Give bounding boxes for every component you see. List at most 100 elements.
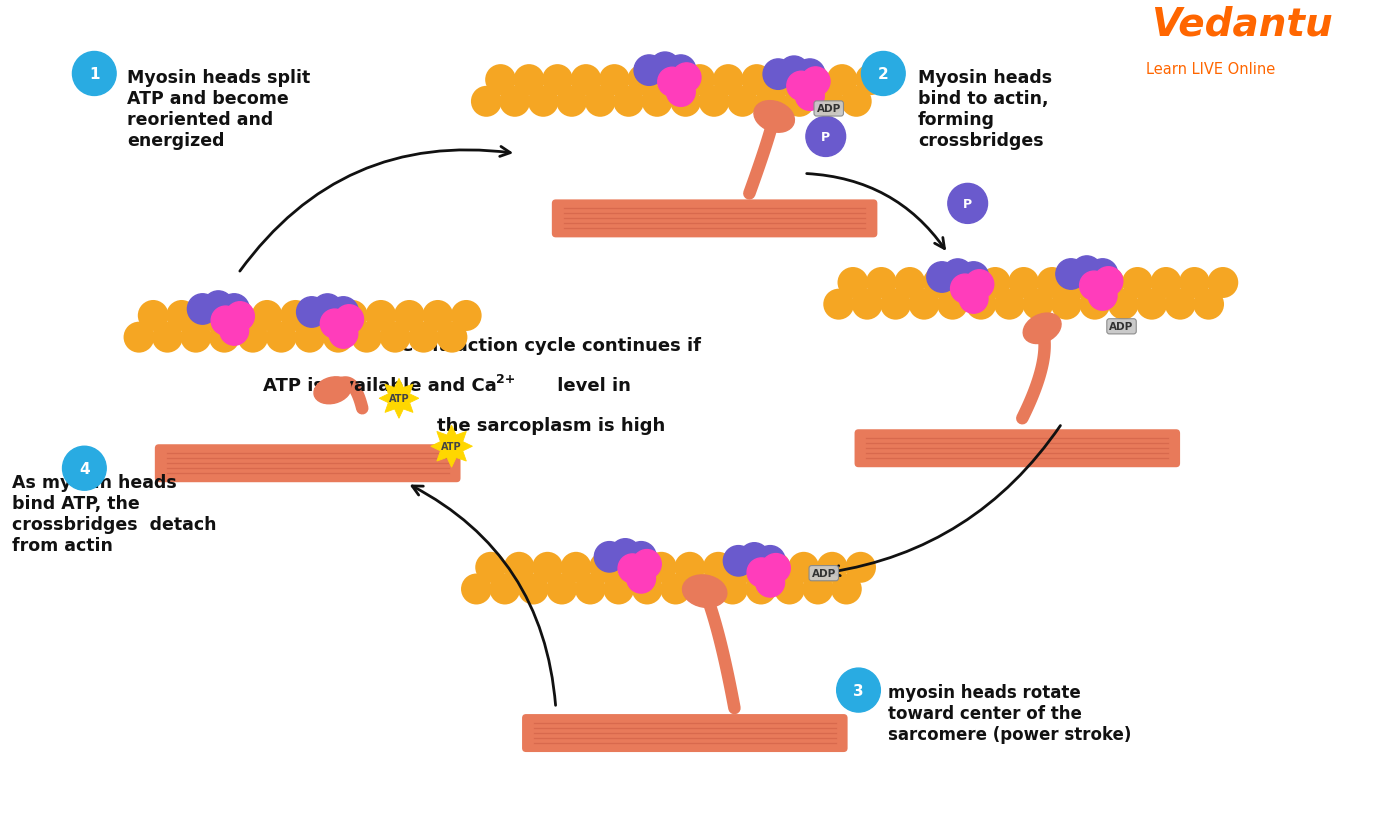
Circle shape xyxy=(755,568,784,597)
Circle shape xyxy=(72,52,116,96)
Circle shape xyxy=(489,574,521,604)
Circle shape xyxy=(203,291,233,322)
Circle shape xyxy=(798,65,829,96)
Circle shape xyxy=(394,301,425,331)
FancyBboxPatch shape xyxy=(522,715,848,752)
Circle shape xyxy=(775,574,805,604)
Circle shape xyxy=(547,574,577,604)
Circle shape xyxy=(211,306,240,335)
Circle shape xyxy=(801,68,830,97)
Circle shape xyxy=(779,57,809,87)
Circle shape xyxy=(570,65,601,96)
Circle shape xyxy=(755,87,786,118)
Text: ATP is available and Ca: ATP is available and Ca xyxy=(262,377,496,395)
Circle shape xyxy=(138,301,168,331)
Circle shape xyxy=(1051,289,1081,320)
Circle shape xyxy=(852,289,882,320)
Circle shape xyxy=(670,87,702,118)
Circle shape xyxy=(795,82,824,111)
FancyArrowPatch shape xyxy=(807,175,945,249)
Circle shape xyxy=(739,543,769,574)
Circle shape xyxy=(831,574,862,604)
Circle shape xyxy=(699,87,729,118)
Text: Contraction cycle continues if: Contraction cycle continues if xyxy=(400,337,702,355)
Circle shape xyxy=(280,301,311,331)
Circle shape xyxy=(794,60,824,90)
FancyArrowPatch shape xyxy=(240,147,510,272)
Circle shape xyxy=(152,322,182,354)
Circle shape xyxy=(717,574,749,604)
Circle shape xyxy=(528,87,559,118)
Circle shape xyxy=(713,65,743,96)
Circle shape xyxy=(816,552,848,583)
Circle shape xyxy=(837,668,880,712)
Text: ADP: ADP xyxy=(816,104,841,114)
Text: ATP: ATP xyxy=(442,441,461,452)
Circle shape xyxy=(895,267,925,299)
Circle shape xyxy=(673,64,702,93)
Circle shape xyxy=(787,72,816,101)
Circle shape xyxy=(619,554,646,583)
Text: Myosin heads
bind to actin,
forming
crossbridges: Myosin heads bind to actin, forming cros… xyxy=(918,70,1052,150)
Circle shape xyxy=(650,53,679,84)
Circle shape xyxy=(732,552,762,583)
Circle shape xyxy=(656,65,686,96)
Circle shape xyxy=(613,87,644,118)
Circle shape xyxy=(837,267,869,299)
Circle shape xyxy=(1022,289,1054,320)
Circle shape xyxy=(1008,267,1039,299)
Circle shape xyxy=(764,60,793,90)
Circle shape xyxy=(807,118,845,157)
Circle shape xyxy=(380,322,410,354)
Text: myosin heads rotate
toward center of the
sarcomere (power stroke): myosin heads rotate toward center of the… xyxy=(888,683,1131,743)
Circle shape xyxy=(634,55,664,86)
Circle shape xyxy=(195,301,225,331)
Circle shape xyxy=(1193,289,1224,320)
Circle shape xyxy=(329,320,358,349)
Text: 1: 1 xyxy=(88,67,99,82)
Ellipse shape xyxy=(682,575,726,608)
Circle shape xyxy=(789,552,819,583)
Circle shape xyxy=(627,565,656,594)
Circle shape xyxy=(1137,289,1167,320)
Circle shape xyxy=(329,297,359,328)
Circle shape xyxy=(312,295,342,325)
Circle shape xyxy=(500,87,530,118)
Circle shape xyxy=(294,322,325,354)
Text: ATP: ATP xyxy=(388,394,409,404)
Circle shape xyxy=(943,259,972,290)
Circle shape xyxy=(938,289,968,320)
Circle shape xyxy=(351,322,383,354)
Text: P: P xyxy=(822,131,830,144)
Circle shape xyxy=(574,574,606,604)
Circle shape xyxy=(504,552,534,583)
Circle shape xyxy=(188,295,218,325)
Circle shape xyxy=(927,262,957,293)
Text: Learn LIVE Online: Learn LIVE Online xyxy=(1146,62,1276,77)
Text: 2: 2 xyxy=(878,67,889,82)
Circle shape xyxy=(674,552,706,583)
Circle shape xyxy=(631,574,663,604)
Circle shape xyxy=(1037,267,1068,299)
Circle shape xyxy=(823,289,853,320)
Circle shape xyxy=(514,65,544,96)
Circle shape xyxy=(958,262,989,293)
Circle shape xyxy=(979,267,1011,299)
FancyArrowPatch shape xyxy=(830,426,1061,576)
Circle shape xyxy=(409,322,439,354)
Circle shape xyxy=(855,65,887,96)
Circle shape xyxy=(610,539,641,570)
Ellipse shape xyxy=(1023,314,1061,344)
Circle shape xyxy=(450,301,482,331)
Circle shape xyxy=(436,322,467,354)
Circle shape xyxy=(485,65,516,96)
Circle shape xyxy=(689,574,720,604)
Circle shape xyxy=(627,65,659,96)
Circle shape xyxy=(423,301,453,331)
Circle shape xyxy=(761,554,790,583)
Circle shape xyxy=(320,310,349,339)
Circle shape xyxy=(1207,267,1239,299)
Circle shape xyxy=(599,65,630,96)
Circle shape xyxy=(965,271,994,300)
Circle shape xyxy=(123,322,155,354)
